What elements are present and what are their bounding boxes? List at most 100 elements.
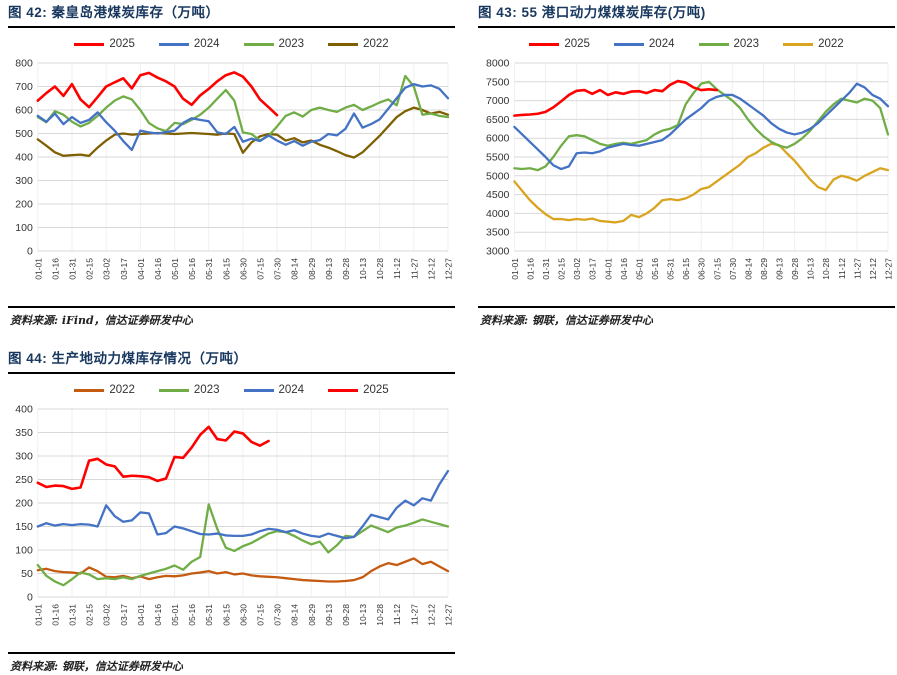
series-line-2022 <box>513 142 890 224</box>
x-axis-label: 07-30 <box>273 258 283 280</box>
x-axis-label: 05-01 <box>170 258 180 280</box>
x-axis-label: 07-15 <box>712 258 722 280</box>
series-line-2024 <box>513 82 890 171</box>
legend-swatch-2022 <box>783 42 814 46</box>
y-axis-label: 0 <box>27 246 33 258</box>
x-axis-label: 05-16 <box>187 604 197 626</box>
legend-item-2024: 2024 <box>613 38 675 50</box>
legend-swatch-2022 <box>328 42 359 46</box>
y-axis-label: 400 <box>15 152 33 164</box>
x-axis-label: 05-31 <box>666 258 676 280</box>
series-line-2023 <box>36 74 450 142</box>
line-chart-canvas: 0 50 100 150 200 250 300 350 400 01-01 01-16 01-31 0… <box>15 404 454 626</box>
x-axis-label: 04-16 <box>619 258 629 280</box>
series-line-2024 <box>36 82 450 152</box>
x-axis-label: 03-02 <box>102 258 112 280</box>
legend-swatch-2023 <box>698 42 729 46</box>
x-axis-label: 03-17 <box>588 258 598 280</box>
x-axis-label: 11-12 <box>392 258 402 279</box>
legend-label: 2022 <box>109 384 135 396</box>
x-axis-label: 10-28 <box>821 258 831 280</box>
legend-swatch-2025 <box>74 42 105 46</box>
x-axis-label: 08-29 <box>759 258 769 280</box>
x-axis-label: 01-31 <box>67 604 77 626</box>
x-axis-label: 01-16 <box>50 258 60 280</box>
series-line-2025 <box>36 71 279 117</box>
title-rule <box>8 26 455 28</box>
y-axis-label: 150 <box>15 521 33 533</box>
legend-swatch-2025 <box>328 388 359 392</box>
legend-label: 2023 <box>278 38 305 50</box>
x-axis-label: 05-01 <box>170 604 180 626</box>
figure-title: 图 42: 秦皇岛港煤炭库存（万吨） <box>8 5 220 20</box>
x-axis-label: 09-13 <box>775 258 785 280</box>
x-axis-label: 07-15 <box>255 604 265 626</box>
x-axis-label: 01-31 <box>67 258 77 280</box>
x-axis-label: 09-13 <box>324 258 334 280</box>
chart-legend: 2025 2024 2023 2022 <box>478 37 895 51</box>
x-axis-label: 01-16 <box>525 258 535 280</box>
y-axis-label: 200 <box>15 498 33 510</box>
x-axis-label: 02-15 <box>557 258 567 280</box>
y-axis-label: 300 <box>15 451 33 463</box>
x-axis-label: 09-28 <box>341 258 351 280</box>
y-axis-label: 700 <box>15 81 33 93</box>
series-line-2023 <box>513 80 890 172</box>
legend-label: 2022 <box>363 38 389 50</box>
y-axis-label: 200 <box>15 199 33 211</box>
x-axis-label: 08-14 <box>743 258 753 280</box>
y-axis-label: 5500 <box>486 152 510 164</box>
legend-item-2025: 2025 <box>529 38 590 50</box>
legend-swatch-2023 <box>243 42 274 46</box>
x-axis-label: 07-15 <box>255 258 265 280</box>
series-line-2023 <box>36 503 450 587</box>
x-axis-label: 03-02 <box>572 258 582 280</box>
legend-item-2023: 2023 <box>158 384 220 396</box>
legend-item-2024: 2024 <box>243 384 304 396</box>
x-axis-label: 12-27 <box>444 258 454 280</box>
x-axis-label: 12-27 <box>444 604 454 626</box>
series-line-2025 <box>513 79 719 117</box>
chart-legend: 2025 2024 2023 2022 <box>8 37 455 51</box>
legend-item-2023: 2023 <box>698 38 760 50</box>
x-axis-label: 04-01 <box>603 258 613 280</box>
x-axis-label: 06-30 <box>238 258 248 280</box>
y-axis-label: 100 <box>15 222 33 234</box>
x-axis-label: 05-31 <box>204 604 214 626</box>
line-chart-canvas: 3000 3500 4000 4500 5000 5500 6000 6500 7000 7500… <box>486 58 893 280</box>
x-axis-label: 08-14 <box>290 604 300 626</box>
y-axis-label: 4500 <box>486 189 510 201</box>
x-axis-label: 02-15 <box>85 604 95 626</box>
y-axis-label: 800 <box>15 58 33 70</box>
source-note: 资料来源: 钢联，信达证券研发中心 <box>480 314 653 327</box>
title-rule <box>478 26 895 28</box>
y-axis-label: 8000 <box>486 58 510 70</box>
x-axis-label: 10-28 <box>375 258 385 280</box>
series-line-2022 <box>36 557 450 583</box>
series-line-2025 <box>36 425 270 491</box>
legend-item-2025: 2025 <box>328 384 389 396</box>
x-axis-label: 10-13 <box>806 258 816 280</box>
source-rule <box>478 306 895 308</box>
legend-swatch-2024 <box>613 42 644 46</box>
legend-label: 2023 <box>733 38 760 50</box>
figure-42-qinhuangdao-coal-inventory: 图 42: 秦皇岛港煤炭库存（万吨） 2025 2024 2023 2022 0 100… <box>8 4 455 328</box>
x-axis-label: 09-28 <box>341 604 351 626</box>
y-axis-label: 100 <box>15 545 33 557</box>
y-axis-label: 7000 <box>486 95 510 107</box>
source-rule <box>8 306 455 308</box>
x-axis-label: 11-27 <box>852 258 862 279</box>
y-axis-label: 6000 <box>486 133 510 145</box>
y-axis-label: 250 <box>15 474 33 486</box>
y-axis-label: 50 <box>21 568 33 580</box>
y-axis-label: 500 <box>15 128 33 140</box>
x-axis-label: 03-17 <box>119 258 129 280</box>
x-axis-label: 03-02 <box>102 604 112 626</box>
legend-item-2022: 2022 <box>328 38 389 50</box>
figure-43-55-ports-coal-inventory: 图 43: 55 港口动力煤煤炭库存(万吨) 2025 2024 2023 2022 … <box>478 4 895 328</box>
x-axis-label: 01-01 <box>510 258 520 280</box>
line-chart-canvas: 0 100 200 300 400 500 600 700 800 01-01 01-16 01-31… <box>15 58 454 280</box>
x-axis-label: 10-28 <box>375 604 385 626</box>
x-axis-label: 10-13 <box>358 604 368 626</box>
